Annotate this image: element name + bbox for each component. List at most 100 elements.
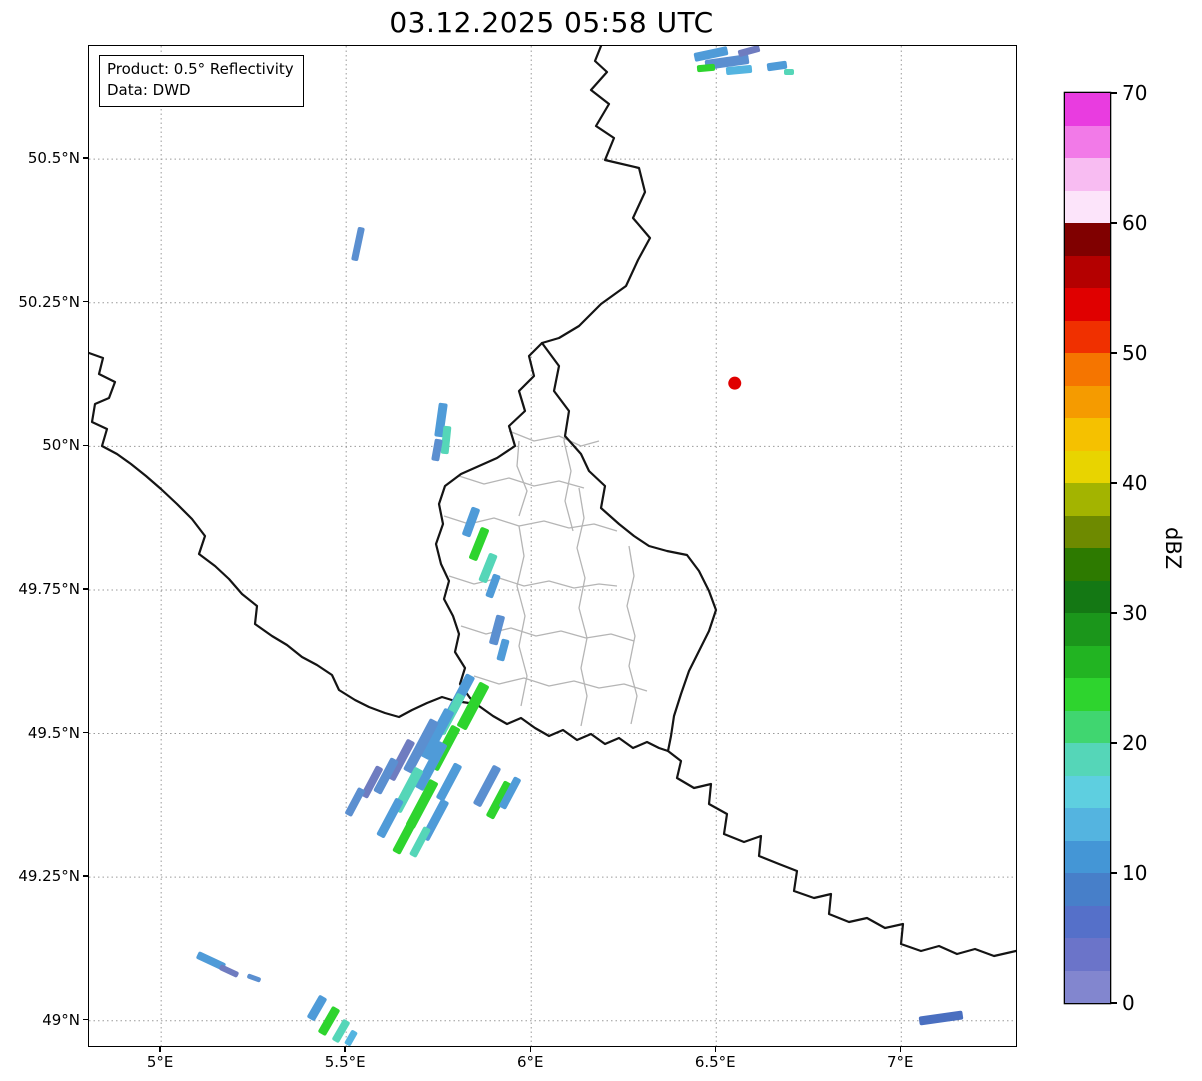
district-border [458, 475, 585, 489]
lat-tick-mark [83, 731, 88, 734]
radar-echo [696, 63, 716, 73]
colorbar-band [1065, 482, 1110, 516]
lon-tick-mark [899, 1046, 901, 1052]
colorbar-band [1065, 320, 1110, 353]
lat-tick-label: 50.5°N [27, 149, 80, 168]
colorbar-band [1065, 385, 1110, 418]
radar-echo [496, 638, 510, 662]
colorbar-band [1065, 970, 1110, 1003]
colorbar-tick-label: 50 [1122, 341, 1148, 365]
radar-echo [351, 227, 365, 261]
country-border [89, 351, 481, 719]
radar-echo [403, 718, 439, 774]
radar-echo [409, 826, 431, 858]
radar-echo [332, 1019, 350, 1043]
colorbar-band [1065, 840, 1110, 873]
colorbar-band [1065, 287, 1110, 321]
radar-echo [462, 506, 480, 538]
colorbar-tick-label: 60 [1122, 211, 1148, 235]
radar-echo [693, 46, 729, 62]
product-info-box: Product: 0.5° Reflectivity Data: DWD [99, 55, 304, 107]
colorbar-band [1065, 92, 1110, 126]
radar-echo [436, 762, 462, 802]
radar-echo [766, 60, 788, 72]
radar-echo [307, 995, 327, 1021]
colorbar-band [1065, 742, 1110, 776]
radar-echo [469, 527, 489, 561]
colorbar-band [1065, 222, 1110, 256]
radar-echo [219, 964, 239, 978]
colorbar-tick-mark [1111, 872, 1117, 874]
colorbar-band [1065, 352, 1110, 386]
lat-tick-mark [83, 1019, 88, 1021]
colorbar-band [1065, 937, 1110, 971]
colorbar-tick-label: 0 [1122, 991, 1135, 1015]
radar-echo [431, 438, 443, 462]
colorbar-band [1065, 255, 1110, 288]
radar-echo [737, 46, 761, 57]
colorbar-band [1065, 807, 1110, 841]
radar-echo [247, 973, 261, 983]
radar-echo [420, 708, 454, 760]
district-border [516, 525, 528, 707]
colorbar-tick-mark [1111, 222, 1117, 224]
colorbar-tick-mark [1111, 482, 1117, 484]
lon-tick-mark [714, 1046, 716, 1052]
radar-echo [406, 779, 438, 829]
radar-echo [457, 682, 489, 730]
colorbar-band [1065, 580, 1110, 613]
colorbar-band [1065, 677, 1110, 711]
lon-tick-mark [159, 1046, 161, 1052]
radar-echo [387, 739, 415, 781]
data-source-label: Data: DWD [107, 81, 191, 99]
lat-tick-label: 49.75°N [18, 579, 80, 598]
radar-echo [373, 757, 399, 795]
colorbar-band [1065, 645, 1110, 678]
colorbar-band [1065, 157, 1110, 191]
colorbar-band [1065, 190, 1110, 223]
radar-echo [345, 787, 365, 817]
colorbar-unit-label: dBZ [1161, 526, 1185, 570]
radar-echo [196, 951, 226, 971]
colorbar-tick-mark [1111, 352, 1117, 354]
radar-echo [478, 553, 498, 583]
colorbar-tick-label: 40 [1122, 471, 1148, 495]
colorbar-band [1065, 450, 1110, 483]
lat-tick-mark [83, 875, 88, 877]
map-canvas [89, 46, 1016, 1046]
district-border [448, 575, 618, 589]
radar-echo [344, 1030, 358, 1046]
colorbar-tick-label: 20 [1122, 731, 1148, 755]
lat-tick-label: 50°N [42, 436, 80, 455]
colorbar-tick-label: 70 [1122, 81, 1148, 105]
colorbar-band [1065, 515, 1110, 548]
lon-tick-mark [344, 1046, 346, 1052]
colorbar-band [1065, 547, 1110, 581]
colorbar-tick-mark [1111, 1002, 1117, 1004]
lat-tick-mark [83, 157, 88, 159]
colorbar-tick-mark [1111, 612, 1117, 614]
radar-echo [440, 425, 452, 455]
radar-echo [489, 614, 505, 646]
district-border [473, 675, 648, 692]
lon-tick-label: 5.5°E [324, 1053, 366, 1071]
colorbar-band [1065, 710, 1110, 743]
radar-echo [392, 817, 418, 855]
colorbar-tick-mark [1111, 92, 1117, 94]
lon-tick-label: 6.5°E [694, 1053, 736, 1071]
radar-echo [376, 798, 404, 838]
lat-tick-label: 50.25°N [18, 292, 80, 311]
radar-echo [361, 765, 383, 799]
radar-site-marker [728, 376, 742, 390]
colorbar-band [1065, 125, 1110, 158]
radar-echo [485, 573, 501, 599]
lat-tick-label: 49.5°N [27, 723, 80, 742]
lon-tick-label: 6°E [516, 1053, 544, 1071]
colorbar-tick-label: 30 [1122, 601, 1148, 625]
radar-echo [784, 69, 794, 75]
radar-echo [415, 741, 447, 791]
lon-tick-label: 7°E [887, 1053, 914, 1071]
lat-tick-label: 49.25°N [18, 867, 80, 886]
lon-tick-label: 5°E [146, 1053, 174, 1071]
